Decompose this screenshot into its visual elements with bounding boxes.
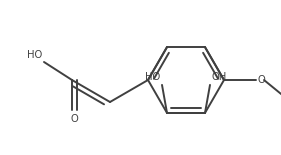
Text: O: O bbox=[71, 114, 78, 124]
Text: O: O bbox=[257, 75, 265, 85]
Text: HO: HO bbox=[27, 50, 42, 60]
Text: HO: HO bbox=[145, 72, 160, 82]
Text: OH: OH bbox=[212, 72, 227, 82]
